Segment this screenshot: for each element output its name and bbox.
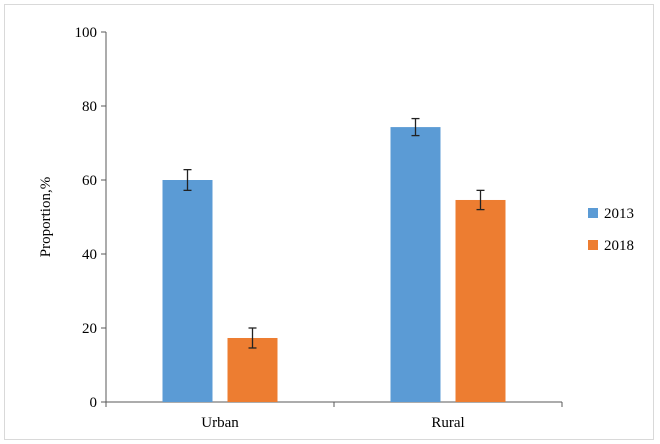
y-tick-label: 80 (82, 99, 97, 115)
y-tick-label: 0 (90, 395, 98, 411)
y-tick-label: 40 (82, 247, 97, 263)
legend-swatch (588, 240, 598, 250)
legend-swatch (588, 208, 598, 218)
y-axis-title: Proportion,% (38, 177, 54, 257)
bar (162, 180, 213, 402)
x-category-label: Rural (431, 415, 464, 431)
bar (455, 199, 506, 402)
x-category-label: Urban (201, 415, 239, 431)
legend-label: 2018 (604, 238, 634, 254)
legend-label: 2013 (604, 206, 634, 222)
x-ticks: Urban Rural (105, 402, 563, 431)
bar (227, 337, 278, 402)
bars (162, 127, 506, 402)
y-tick-label: 100 (75, 25, 98, 41)
chart-frame (4, 4, 654, 440)
y-tick-label: 60 (82, 173, 97, 189)
y-tick-label: 20 (82, 321, 97, 337)
error-bars (183, 117, 485, 349)
bar (390, 127, 441, 402)
legend: 2013 2018 (588, 206, 634, 254)
y-ticks: 0 20 40 60 80 100 (75, 25, 106, 411)
